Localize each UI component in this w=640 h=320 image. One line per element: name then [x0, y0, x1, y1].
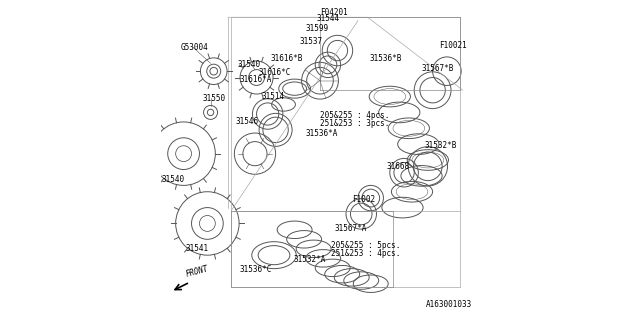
- Text: 31541: 31541: [185, 244, 208, 253]
- Text: G53004: G53004: [180, 43, 208, 52]
- Text: 31536*A: 31536*A: [306, 129, 338, 138]
- Text: 31532*B: 31532*B: [425, 141, 457, 150]
- Text: 31514: 31514: [261, 92, 284, 101]
- Text: 31550: 31550: [203, 94, 226, 103]
- Text: 31616*B: 31616*B: [271, 54, 303, 63]
- Text: 31540: 31540: [237, 60, 260, 69]
- Text: 31544: 31544: [317, 14, 340, 23]
- Text: 31532*A: 31532*A: [293, 255, 325, 264]
- Text: FRONT: FRONT: [185, 264, 210, 279]
- Text: 31546: 31546: [236, 117, 259, 126]
- Text: 31668: 31668: [387, 162, 410, 171]
- Text: 205&255 : 5pcs.: 205&255 : 5pcs.: [331, 241, 401, 250]
- Text: 31616*A: 31616*A: [239, 75, 271, 84]
- Text: 31536*B: 31536*B: [369, 54, 401, 63]
- Text: 31567*A: 31567*A: [334, 224, 367, 233]
- Text: 31537: 31537: [300, 36, 323, 45]
- Text: F1002: F1002: [352, 195, 375, 204]
- Text: 31599: 31599: [306, 24, 329, 33]
- Text: 31616*C: 31616*C: [258, 68, 291, 77]
- Text: F10021: F10021: [439, 41, 467, 50]
- Text: 205&255 : 4pcs.: 205&255 : 4pcs.: [320, 111, 389, 120]
- Text: 251&253 : 3pcs.: 251&253 : 3pcs.: [320, 119, 389, 128]
- Text: 251&253 : 4pcs.: 251&253 : 4pcs.: [331, 249, 401, 258]
- Text: 31540: 31540: [161, 174, 184, 184]
- Text: 31536*C: 31536*C: [239, 265, 271, 274]
- Text: F04201: F04201: [320, 8, 348, 17]
- Text: A163001033: A163001033: [426, 300, 472, 309]
- Text: 31567*B: 31567*B: [422, 63, 454, 73]
